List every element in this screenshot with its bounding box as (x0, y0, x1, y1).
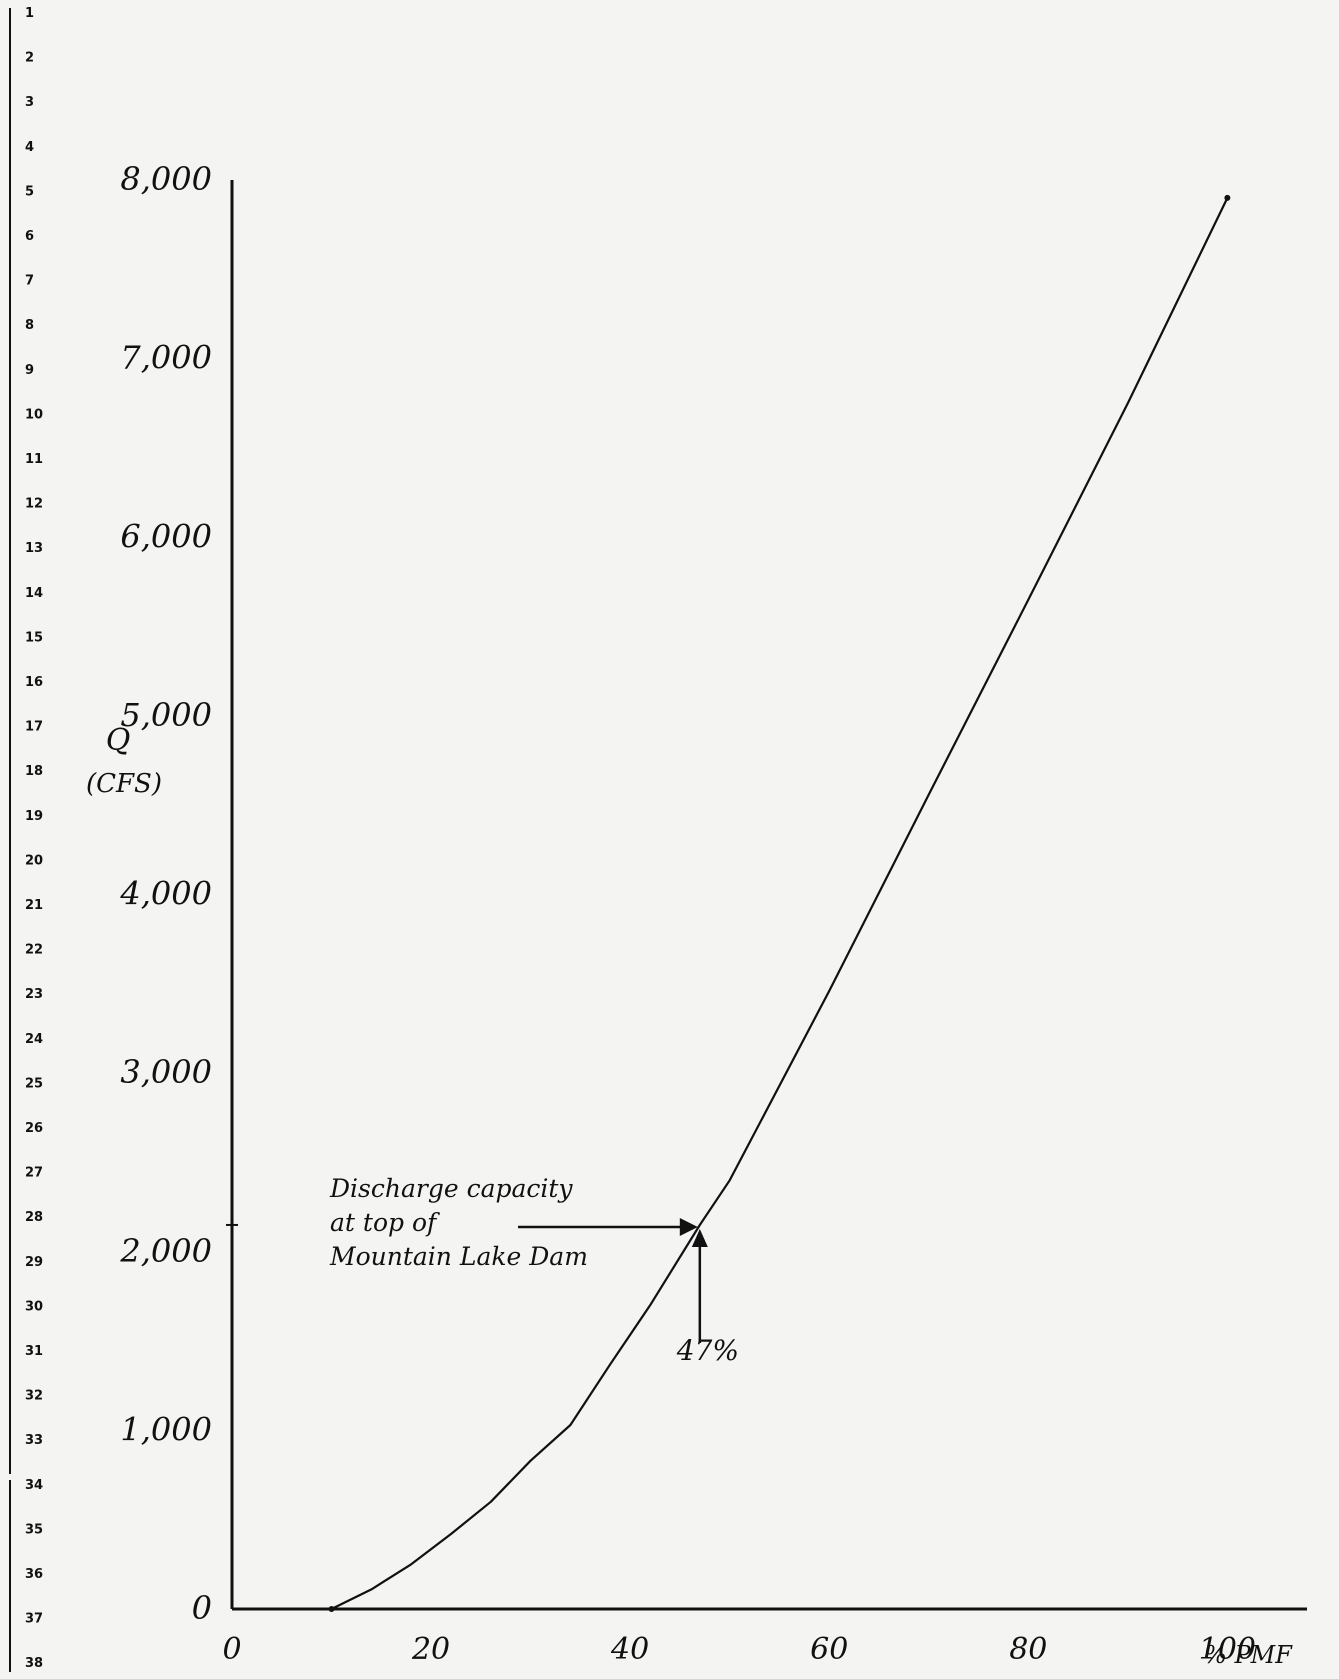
margin-number-5: 5 (25, 184, 34, 199)
margin-number-27: 27 (25, 1166, 43, 1181)
annotation-layer: Discharge capacity at top of Mountain Lake… (226, 1174, 739, 1367)
x-tick-label-60: 60 (810, 1632, 848, 1667)
y-tick-label-3000: 3,000 (120, 1053, 212, 1091)
y-tick-label-0: 0 (192, 1589, 212, 1627)
y-tick-labels: 0 1,000 2,000 3,000 4,000 5,000 6,000 7,000 8,00… (119, 160, 212, 1627)
margin-number-19: 19 (25, 809, 43, 824)
x-axis-label: % PMF (1204, 1641, 1293, 1669)
margin-number-16: 16 (25, 675, 43, 690)
annotation-text-line-3: Mountain Lake Dam (329, 1242, 588, 1271)
x-tick-label-80: 80 (1009, 1632, 1047, 1667)
y-tick-label-4000: 4,000 (119, 875, 212, 913)
margin-number-30: 30 (25, 1299, 43, 1314)
margin-number-34: 34 (25, 1478, 43, 1493)
series-line-0 (331, 197, 1229, 1610)
margin-number-9: 9 (25, 363, 34, 378)
margin-number-25: 25 (25, 1076, 43, 1091)
margin-number-36: 36 (25, 1567, 43, 1582)
series-layer (328, 194, 1231, 1612)
margin-number-10: 10 (25, 407, 43, 422)
margin-number-28: 28 (25, 1210, 43, 1225)
series-end-point-0 (1224, 194, 1231, 201)
margin-number-33: 33 (25, 1433, 43, 1448)
y-axis-label: Q (106, 723, 131, 758)
series-start-point-0 (328, 1606, 335, 1612)
margin-number-38: 38 (25, 1656, 43, 1671)
y-tick-label-8000: 8,000 (120, 160, 212, 198)
y-tick-label-7000: 7,000 (120, 339, 212, 377)
margin-number-22: 22 (25, 943, 43, 958)
margin-number-4: 4 (25, 140, 34, 155)
annotation-text-line-2: at top of (330, 1208, 440, 1237)
margin-number-23: 23 (25, 987, 43, 1002)
margin-number-1: 1 (25, 6, 34, 21)
margin-number-3: 3 (25, 95, 34, 110)
x-tick-label-100: 100 (1199, 1632, 1256, 1667)
margin-number-26: 26 (25, 1121, 43, 1136)
margin-number-13: 13 (25, 541, 43, 556)
margin-number-8: 8 (25, 318, 34, 333)
y-tick-label-1000: 1,000 (120, 1410, 212, 1448)
y-tick-label-5000: 5,000 (120, 696, 212, 734)
annotation-percent-label: 47% (676, 1334, 739, 1367)
annotation-text-line-1: Discharge capacity (329, 1174, 573, 1203)
margin-number-14: 14 (25, 586, 43, 601)
margin-number-37: 37 (25, 1612, 43, 1627)
x-tick-label-20: 20 (411, 1632, 450, 1667)
margin-number-2: 2 (25, 51, 34, 66)
margin-number-21: 21 (25, 898, 43, 913)
margin-number-7: 7 (25, 274, 34, 289)
margin-number-15: 15 (25, 630, 43, 645)
y-axis-unit: (CFS) (86, 769, 162, 799)
margin-number-32: 32 (25, 1389, 43, 1404)
margin-number-17: 17 (25, 720, 43, 735)
x-tick-label-0: 0 (222, 1632, 241, 1667)
margin-number-12: 12 (25, 497, 43, 512)
margin-line-numbers: 1234567891011121314151617181920212223242… (25, 6, 43, 1671)
margin-number-20: 20 (25, 853, 43, 868)
margin-number-31: 31 (25, 1344, 43, 1359)
y-tick-label-2000: 2,000 (119, 1232, 212, 1270)
y-tick-label-6000: 6,000 (120, 517, 212, 555)
annotation-arrowhead-horizontal (679, 1217, 698, 1236)
margin-number-35: 35 (25, 1522, 43, 1537)
x-tick-labels: 0 20 40 60 80 100 (222, 1632, 1256, 1667)
margin-number-24: 24 (25, 1032, 43, 1047)
margin-number-18: 18 (25, 764, 43, 779)
x-tick-label-40: 40 (610, 1632, 649, 1667)
annotation-arrowhead-vertical (691, 1228, 708, 1247)
margin-number-6: 6 (25, 229, 34, 244)
axes (230, 180, 1307, 1611)
margin-number-29: 29 (25, 1255, 43, 1270)
margin-number-11: 11 (25, 452, 43, 467)
